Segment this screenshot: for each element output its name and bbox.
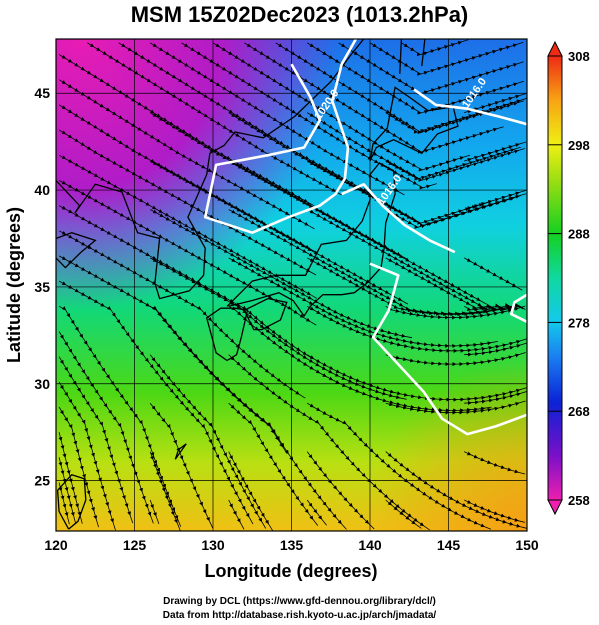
streamline — [369, 41, 524, 76]
latitude-tick-label: 45 — [34, 85, 50, 101]
streamline — [385, 305, 526, 320]
latitude-tick-label: 25 — [34, 473, 50, 489]
colorbar-tick-label: 308 — [568, 49, 590, 64]
streamline — [58, 482, 70, 525]
longitude-tick-label: 150 — [515, 537, 539, 553]
wind-streamlines — [58, 39, 527, 531]
longitude-tick-label: 130 — [201, 537, 225, 553]
data-source-credit: Data from http://database.rish.kyoto-u.a… — [162, 610, 437, 621]
colorbar-ticks: 308 298 288 278 268 258 — [548, 49, 590, 508]
streamline — [464, 303, 526, 312]
colorbar-max-triangle — [547, 40, 563, 57]
longitude-axis: 120 125 130 135 140 145 150 — [44, 537, 539, 553]
streamline — [306, 451, 375, 530]
longitude-tick-label: 120 — [44, 537, 68, 553]
latitude-tick-label: 35 — [34, 279, 50, 295]
colorbar-tick-label: 258 — [568, 493, 590, 508]
streamline — [401, 39, 469, 57]
colorbar-gradient — [547, 55, 563, 501]
streamline — [149, 499, 160, 525]
longitude-tick-label: 135 — [280, 537, 304, 553]
x-axis-label: Longitude (degrees) — [204, 561, 377, 581]
drawing-credit: Drawing by DCL (https://www.gfd-dennou.o… — [163, 596, 436, 607]
latitude-tick-label: 40 — [34, 182, 50, 198]
isobar-line — [413, 88, 527, 126]
streamline — [464, 342, 527, 357]
streamline — [228, 499, 245, 530]
map-frame — [55, 38, 528, 532]
streamline — [464, 499, 526, 523]
streamline — [464, 141, 527, 162]
streamline — [464, 190, 527, 211]
latitude-tick-label: 30 — [34, 376, 50, 392]
y-axis-label: Latitude (degrees) — [4, 207, 24, 363]
colorbar-tick-label: 288 — [568, 227, 590, 242]
isobar-line — [341, 183, 456, 254]
streamline — [464, 451, 526, 475]
colorbar-min-triangle — [547, 499, 563, 516]
lat-lon-gridlines — [56, 39, 527, 531]
streamline — [385, 499, 422, 529]
map-title: MSM 15Z02Dec2023 (1013.2hPa) — [130, 2, 469, 27]
isobar-line — [203, 39, 358, 234]
latitude-axis: 25 30 35 40 45 — [34, 85, 50, 488]
colorbar-tick-label: 268 — [568, 404, 590, 419]
streamline — [385, 352, 526, 367]
longitude-tick-label: 145 — [437, 537, 461, 553]
streamline — [464, 257, 523, 291]
streamline — [58, 406, 99, 528]
colorbar-tick-label: 298 — [568, 138, 590, 153]
longitude-tick-label: 125 — [123, 537, 147, 553]
streamline — [149, 451, 181, 531]
isobar-line — [510, 293, 527, 323]
streamline — [306, 499, 327, 526]
streamline — [228, 451, 273, 531]
streamline — [149, 402, 214, 529]
colorbar-tick-label: 278 — [568, 315, 590, 330]
colorbar: 308 298 288 278 268 258 — [547, 40, 590, 516]
streamline — [464, 391, 527, 405]
longitude-tick-label: 140 — [358, 537, 382, 553]
streamline — [228, 402, 319, 526]
streamline — [385, 400, 526, 415]
isobar-line — [369, 262, 527, 436]
